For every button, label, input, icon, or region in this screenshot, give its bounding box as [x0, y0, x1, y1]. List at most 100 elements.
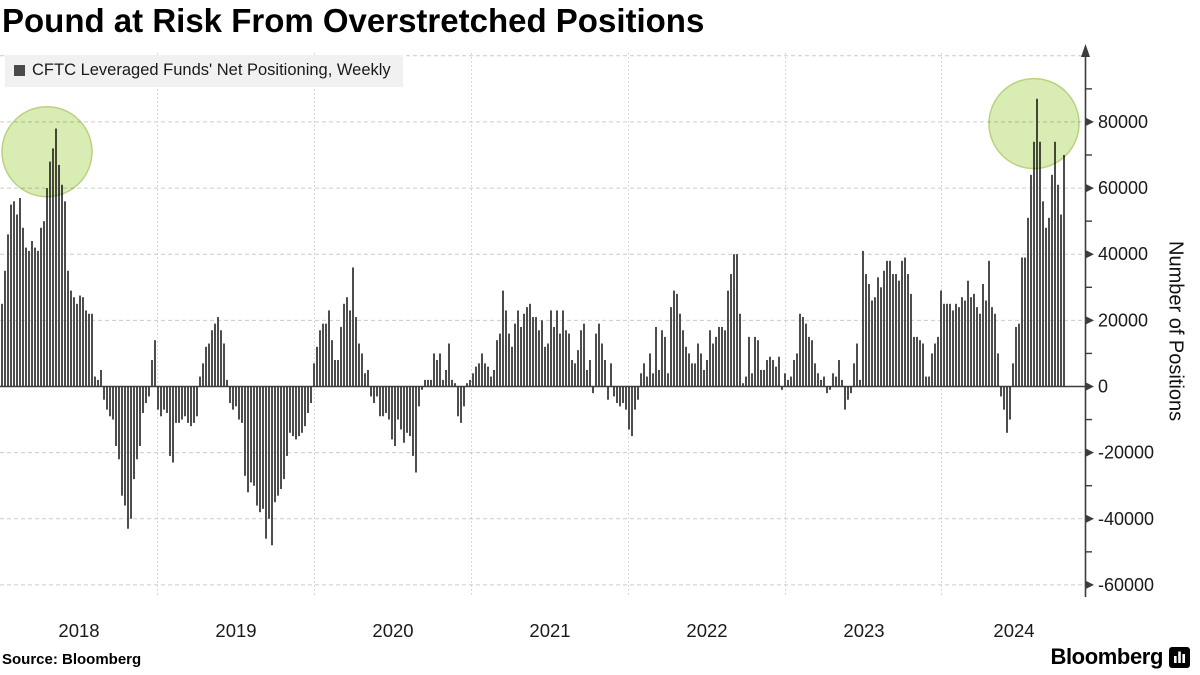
- y-tick: [1086, 580, 1094, 589]
- bar: [745, 376, 747, 387]
- bar: [358, 343, 360, 387]
- bar: [91, 313, 93, 387]
- bar: [82, 297, 84, 387]
- bar: [664, 336, 666, 387]
- bar: [616, 386, 618, 404]
- bar: [274, 386, 276, 503]
- bar: [280, 386, 282, 490]
- bar: [262, 386, 264, 509]
- bar: [943, 303, 945, 387]
- bar: [541, 320, 543, 387]
- highlight-circle: [988, 77, 1080, 170]
- bar: [406, 386, 408, 433]
- bar: [247, 386, 249, 493]
- bar: [523, 313, 525, 387]
- bar: [589, 360, 591, 387]
- bar: [250, 386, 252, 483]
- bar: [955, 303, 957, 387]
- bar: [748, 336, 750, 387]
- bar: [1018, 323, 1020, 387]
- bar: [610, 363, 612, 387]
- bar: [124, 386, 126, 506]
- bar: [400, 386, 402, 430]
- bar: [586, 369, 588, 387]
- bar: [136, 386, 138, 460]
- bar: [352, 267, 354, 387]
- bar: [367, 369, 369, 387]
- bar: [25, 247, 27, 387]
- bar: [991, 307, 993, 387]
- bar: [580, 330, 582, 387]
- bar: [19, 197, 21, 387]
- bar: [157, 386, 159, 410]
- bar: [661, 330, 663, 387]
- bar: [331, 340, 333, 387]
- bar: [910, 293, 912, 387]
- bar: [1009, 386, 1011, 420]
- bar: [556, 310, 558, 387]
- page-title: Pound at Risk From Overstretched Positio…: [2, 2, 705, 39]
- bar: [226, 379, 228, 387]
- bar: [808, 336, 810, 387]
- bar: [31, 240, 33, 387]
- bar: [28, 250, 30, 387]
- bar: [385, 386, 387, 413]
- bar: [919, 340, 921, 387]
- bar: [529, 303, 531, 387]
- bar: [322, 323, 324, 387]
- bar: [379, 386, 381, 417]
- bar: [445, 369, 447, 387]
- bar: [778, 356, 780, 387]
- bar: [721, 326, 723, 387]
- bar: [1048, 217, 1050, 387]
- bar: [730, 274, 732, 387]
- bar: [175, 386, 177, 423]
- bar: [40, 227, 42, 387]
- bar: [259, 386, 261, 513]
- bar: [496, 340, 498, 387]
- bar: [595, 333, 597, 387]
- bar: [427, 379, 429, 387]
- bar: [847, 386, 849, 400]
- bar: [301, 386, 303, 433]
- bar: [415, 386, 417, 473]
- bar: [499, 333, 501, 387]
- bar: [436, 360, 438, 387]
- bar: [1024, 257, 1026, 387]
- bar: [145, 386, 147, 404]
- bar: [547, 343, 549, 387]
- bar: [430, 379, 432, 387]
- bar: [625, 386, 627, 410]
- bar: [646, 376, 648, 387]
- bar: [598, 323, 600, 387]
- bar: [811, 340, 813, 387]
- bar: [100, 369, 102, 387]
- bar: [706, 360, 708, 387]
- bar: [718, 326, 720, 387]
- bar: [148, 386, 150, 397]
- bar: [826, 386, 828, 394]
- bar: [637, 386, 639, 400]
- bar: [460, 386, 462, 423]
- bar: [736, 254, 738, 387]
- bar: [163, 386, 165, 410]
- bar: [970, 297, 972, 387]
- bar: [154, 340, 156, 387]
- bar: [622, 386, 624, 404]
- bar: [688, 353, 690, 387]
- bar: [244, 386, 246, 476]
- bar: [328, 310, 330, 387]
- bar: [208, 343, 210, 387]
- bar: [172, 386, 174, 463]
- bar: [817, 373, 819, 387]
- bar: [1006, 386, 1008, 433]
- bar: [526, 307, 528, 387]
- bar: [94, 376, 96, 387]
- bar: [949, 303, 951, 387]
- bar: [355, 317, 357, 387]
- bar: [820, 379, 822, 387]
- bar: [229, 386, 231, 404]
- bar: [1063, 155, 1065, 387]
- bar: [853, 363, 855, 387]
- bar: [553, 326, 555, 387]
